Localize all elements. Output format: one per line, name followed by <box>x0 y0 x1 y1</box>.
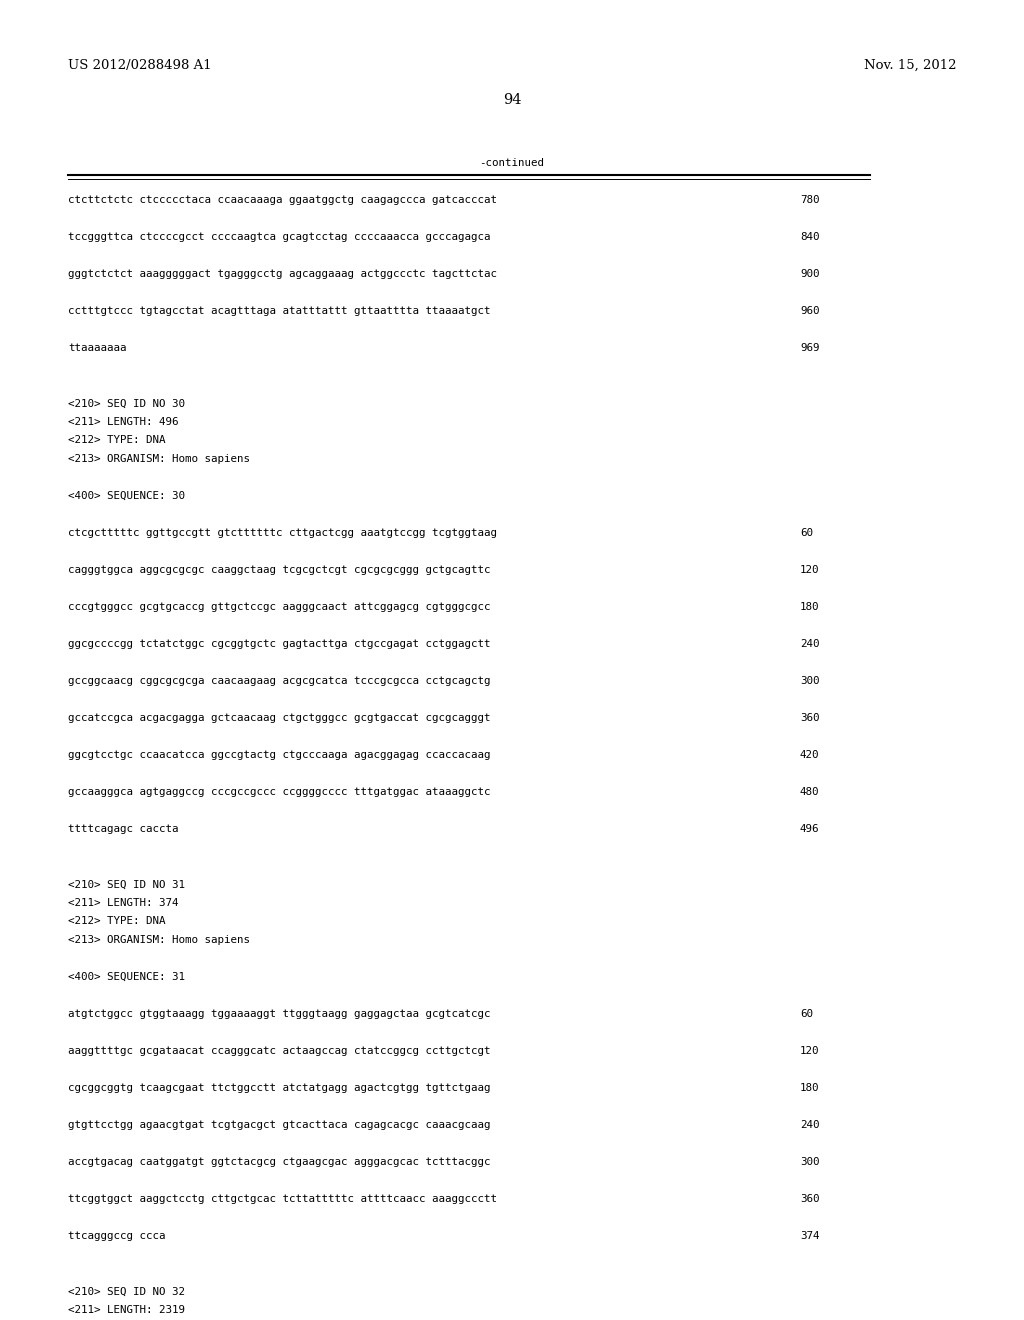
Text: <210> SEQ ID NO 31: <210> SEQ ID NO 31 <box>68 879 185 890</box>
Text: Nov. 15, 2012: Nov. 15, 2012 <box>863 58 956 71</box>
Text: gccaagggca agtgaggccg cccgccgccc ccggggcccc tttgatggac ataaaggctc: gccaagggca agtgaggccg cccgccgccc ccggggc… <box>68 787 490 797</box>
Text: 120: 120 <box>800 565 819 576</box>
Text: atgtctggcc gtggtaaagg tggaaaaggt ttgggtaagg gaggagctaa gcgtcatcgc: atgtctggcc gtggtaaagg tggaaaaggt ttgggta… <box>68 1008 490 1019</box>
Text: gccggcaacg cggcgcgcga caacaagaag acgcgcatca tcccgcgcca cctgcagctg: gccggcaacg cggcgcgcga caacaagaag acgcgca… <box>68 676 490 686</box>
Text: cccgtgggcc gcgtgcaccg gttgctccgc aagggcaact attcggagcg cgtgggcgcc: cccgtgggcc gcgtgcaccg gttgctccgc aagggca… <box>68 602 490 612</box>
Text: ctcttctctc ctccccctaca ccaacaaaga ggaatggctg caagagccca gatcacccat: ctcttctctc ctccccctaca ccaacaaaga ggaatg… <box>68 195 497 205</box>
Text: 900: 900 <box>800 269 819 279</box>
Text: ggcgccccgg tctatctggc cgcggtgctc gagtacttga ctgccgagat cctggagctt: ggcgccccgg tctatctggc cgcggtgctc gagtact… <box>68 639 490 649</box>
Text: aaggttttgc gcgataacat ccagggcatc actaagccag ctatccggcg ccttgctcgt: aaggttttgc gcgataacat ccagggcatc actaagc… <box>68 1045 490 1056</box>
Text: <400> SEQUENCE: 31: <400> SEQUENCE: 31 <box>68 972 185 982</box>
Text: 496: 496 <box>800 824 819 834</box>
Text: ggcgtcctgc ccaacatcca ggccgtactg ctgcccaaga agacggagag ccaccacaag: ggcgtcctgc ccaacatcca ggccgtactg ctgccca… <box>68 750 490 760</box>
Text: ttcggtggct aaggctcctg cttgctgcac tcttatttttc attttcaacc aaaggccctt: ttcggtggct aaggctcctg cttgctgcac tcttatt… <box>68 1195 497 1204</box>
Text: cctttgtccc tgtagcctat acagtttaga atatttattt gttaatttta ttaaaatgct: cctttgtccc tgtagcctat acagtttaga atattta… <box>68 306 490 315</box>
Text: ttcagggccg ccca: ttcagggccg ccca <box>68 1232 166 1241</box>
Text: 780: 780 <box>800 195 819 205</box>
Text: ttaaaaaaa: ttaaaaaaa <box>68 343 127 352</box>
Text: 60: 60 <box>800 1008 813 1019</box>
Text: ctcgctttttc ggttgccgtt gtcttttttc cttgactcgg aaatgtccgg tcgtggtaag: ctcgctttttc ggttgccgtt gtcttttttc cttgac… <box>68 528 497 539</box>
Text: 360: 360 <box>800 713 819 723</box>
Text: gggtctctct aaagggggact tgagggcctg agcaggaaag actggccctc tagcttctac: gggtctctct aaagggggact tgagggcctg agcagg… <box>68 269 497 279</box>
Text: <211> LENGTH: 496: <211> LENGTH: 496 <box>68 417 178 426</box>
Text: gccatccgca acgacgagga gctcaacaag ctgctgggcc gcgtgaccat cgcgcagggt: gccatccgca acgacgagga gctcaacaag ctgctgg… <box>68 713 490 723</box>
Text: 300: 300 <box>800 1158 819 1167</box>
Text: 60: 60 <box>800 528 813 539</box>
Text: <210> SEQ ID NO 30: <210> SEQ ID NO 30 <box>68 399 185 408</box>
Text: <210> SEQ ID NO 32: <210> SEQ ID NO 32 <box>68 1287 185 1296</box>
Text: gtgttcctgg agaacgtgat tcgtgacgct gtcacttaca cagagcacgc caaacgcaag: gtgttcctgg agaacgtgat tcgtgacgct gtcactt… <box>68 1119 490 1130</box>
Text: ttttcagagc caccta: ttttcagagc caccta <box>68 824 178 834</box>
Text: -continued: -continued <box>479 158 545 168</box>
Text: tccgggttca ctccccgcct ccccaagtca gcagtcctag ccccaaacca gcccagagca: tccgggttca ctccccgcct ccccaagtca gcagtcc… <box>68 232 490 242</box>
Text: <400> SEQUENCE: 30: <400> SEQUENCE: 30 <box>68 491 185 502</box>
Text: 300: 300 <box>800 676 819 686</box>
Text: <212> TYPE: DNA: <212> TYPE: DNA <box>68 916 166 927</box>
Text: 960: 960 <box>800 306 819 315</box>
Text: 180: 180 <box>800 1082 819 1093</box>
Text: 374: 374 <box>800 1232 819 1241</box>
Text: cgcggcggtg tcaagcgaat ttctggcctt atctatgagg agactcgtgg tgttctgaag: cgcggcggtg tcaagcgaat ttctggcctt atctatg… <box>68 1082 490 1093</box>
Text: <213> ORGANISM: Homo sapiens: <213> ORGANISM: Homo sapiens <box>68 935 250 945</box>
Text: cagggtggca aggcgcgcgc caaggctaag tcgcgctcgt cgcgcgcggg gctgcagttc: cagggtggca aggcgcgcgc caaggctaag tcgcgct… <box>68 565 490 576</box>
Text: 120: 120 <box>800 1045 819 1056</box>
Text: 180: 180 <box>800 602 819 612</box>
Text: US 2012/0288498 A1: US 2012/0288498 A1 <box>68 58 212 71</box>
Text: 840: 840 <box>800 232 819 242</box>
Text: 480: 480 <box>800 787 819 797</box>
Text: <213> ORGANISM: Homo sapiens: <213> ORGANISM: Homo sapiens <box>68 454 250 465</box>
Text: 420: 420 <box>800 750 819 760</box>
Text: <212> TYPE: DNA: <212> TYPE: DNA <box>68 436 166 445</box>
Text: 240: 240 <box>800 639 819 649</box>
Text: 969: 969 <box>800 343 819 352</box>
Text: 360: 360 <box>800 1195 819 1204</box>
Text: 94: 94 <box>503 92 521 107</box>
Text: <211> LENGTH: 2319: <211> LENGTH: 2319 <box>68 1305 185 1315</box>
Text: 240: 240 <box>800 1119 819 1130</box>
Text: <211> LENGTH: 374: <211> LENGTH: 374 <box>68 898 178 908</box>
Text: accgtgacag caatggatgt ggtctacgcg ctgaagcgac agggacgcac tctttacggc: accgtgacag caatggatgt ggtctacgcg ctgaagc… <box>68 1158 490 1167</box>
